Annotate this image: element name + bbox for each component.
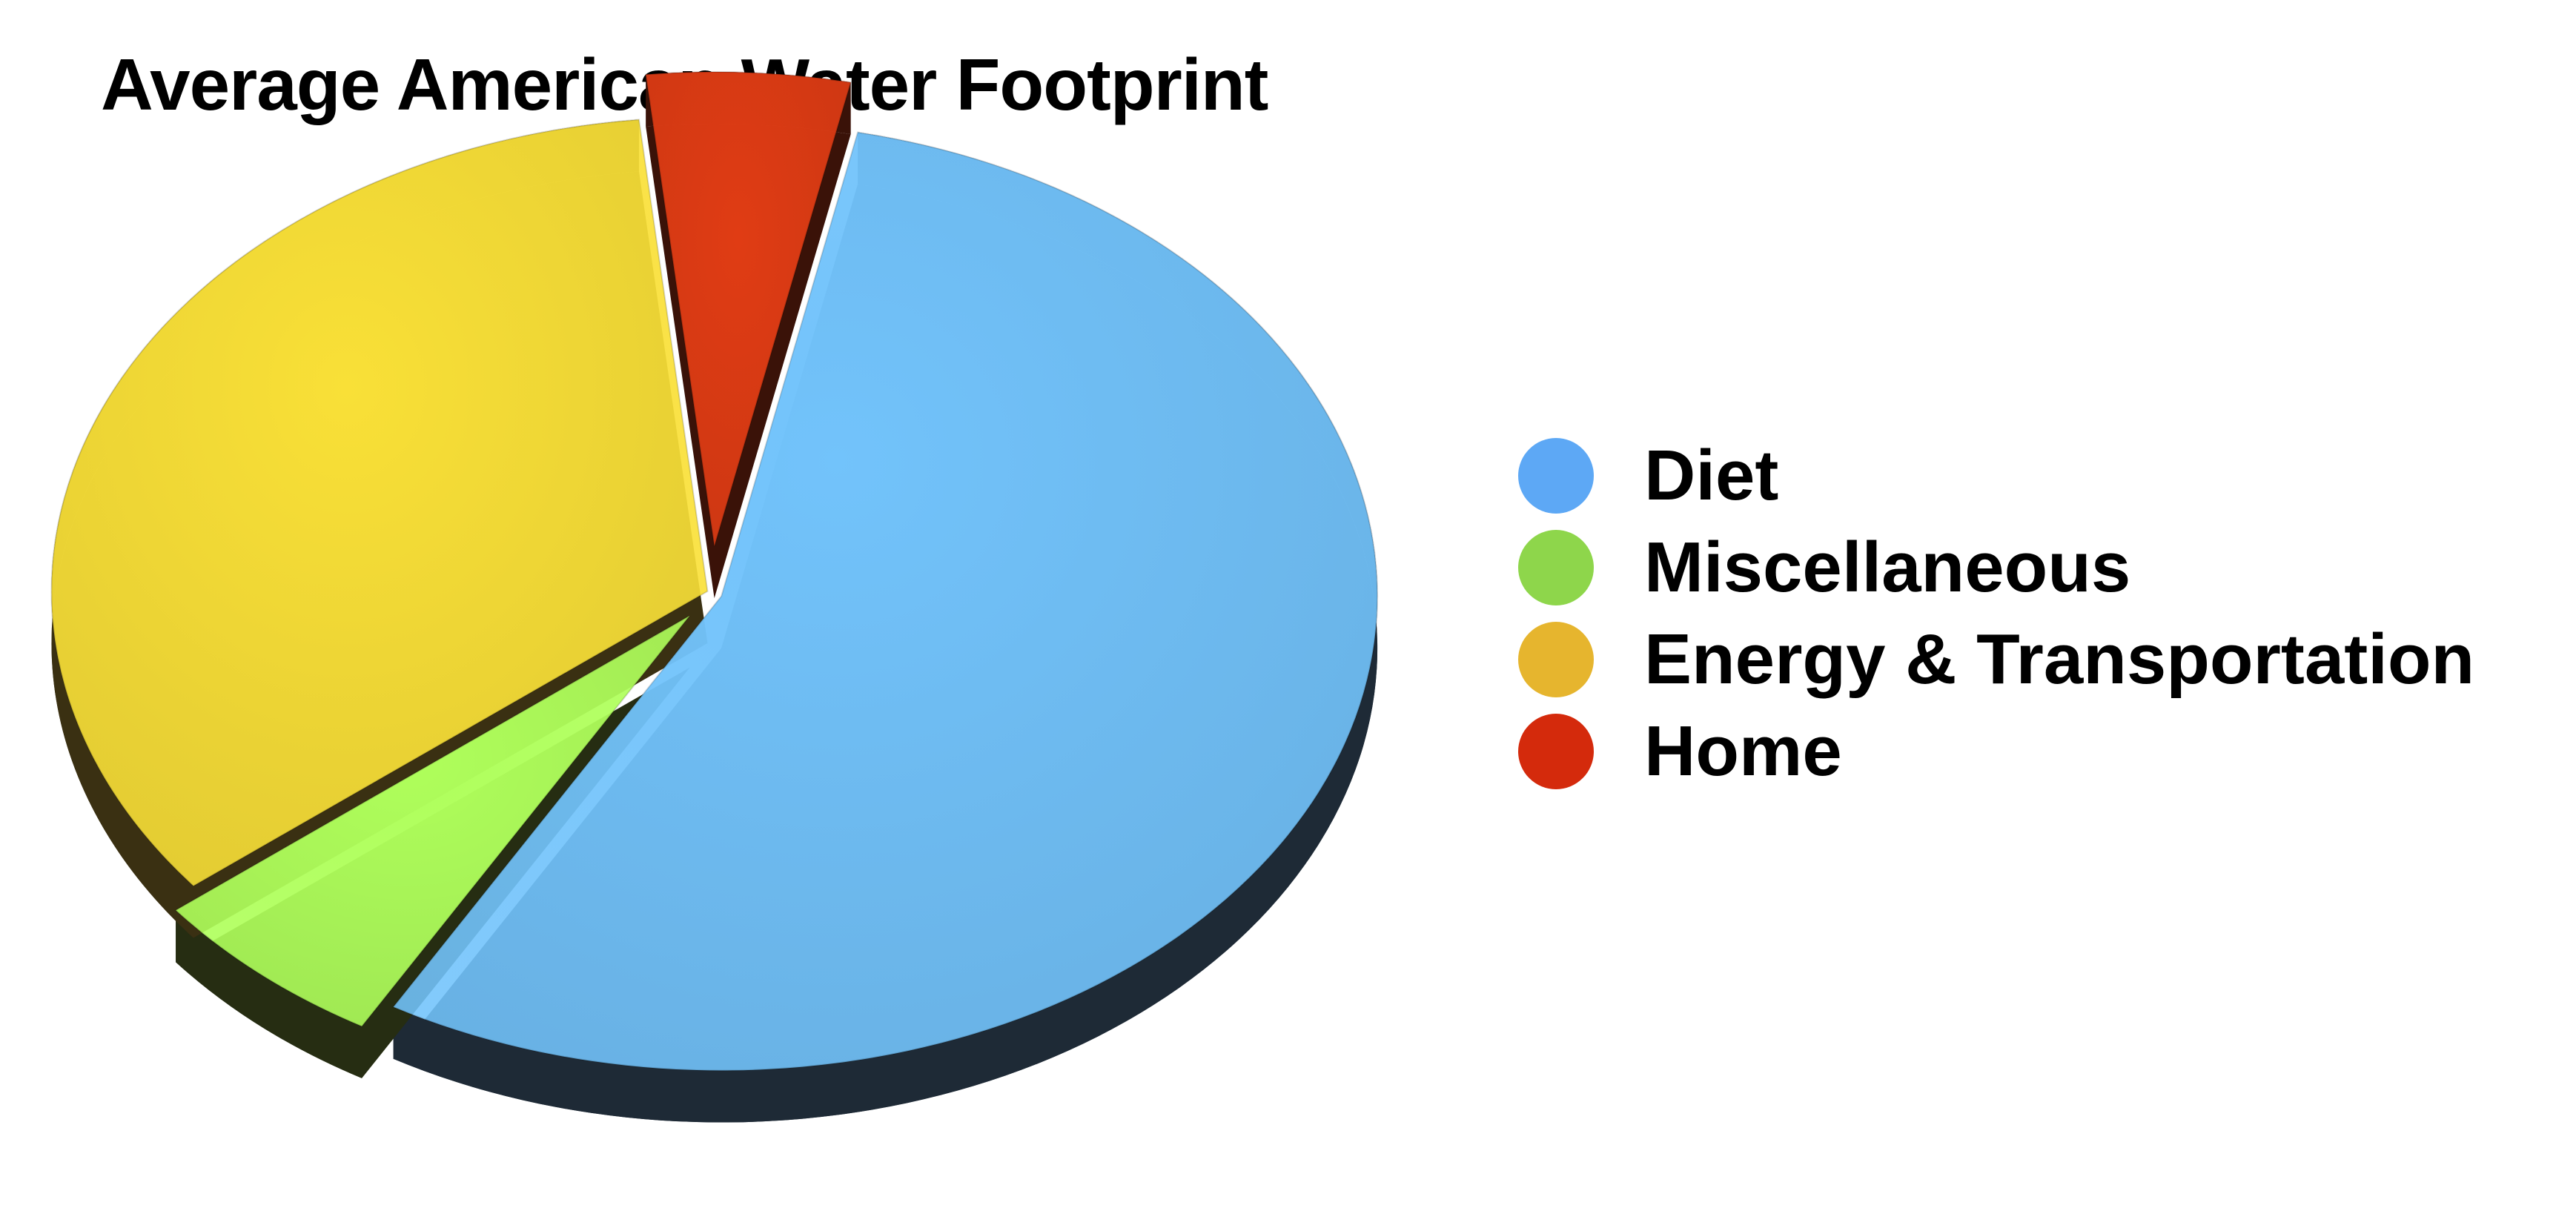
legend: Diet Miscellaneous Energy & Transportati…: [1518, 430, 2474, 797]
legend-label-energy-transportation: Energy & Transportation: [1644, 620, 2475, 699]
legend-label-home: Home: [1644, 711, 1842, 791]
legend-label-diet: Diet: [1644, 436, 1779, 515]
pie-slices: [50, 71, 1379, 1072]
slice-diet[interactable]: [391, 131, 1379, 1072]
legend-item-home[interactable]: Home: [1518, 706, 2474, 797]
legend-swatch-home: [1518, 714, 1594, 789]
legend-item-diet[interactable]: Diet: [1518, 430, 2474, 522]
legend-swatch-energy-transportation: [1518, 622, 1594, 697]
legend-item-miscellaneous[interactable]: Miscellaneous: [1518, 522, 2474, 614]
slice-energy-transportation[interactable]: [50, 119, 709, 887]
legend-item-energy-transportation[interactable]: Energy & Transportation: [1518, 614, 2474, 706]
legend-swatch-miscellaneous: [1518, 530, 1594, 605]
legend-label-miscellaneous: Miscellaneous: [1644, 528, 2131, 607]
slice-edge-miscellaneous: [176, 910, 362, 1078]
legend-swatch-diet: [1518, 438, 1594, 514]
slice-home[interactable]: [645, 71, 852, 547]
slice-miscellaneous[interactable]: [174, 614, 691, 1028]
